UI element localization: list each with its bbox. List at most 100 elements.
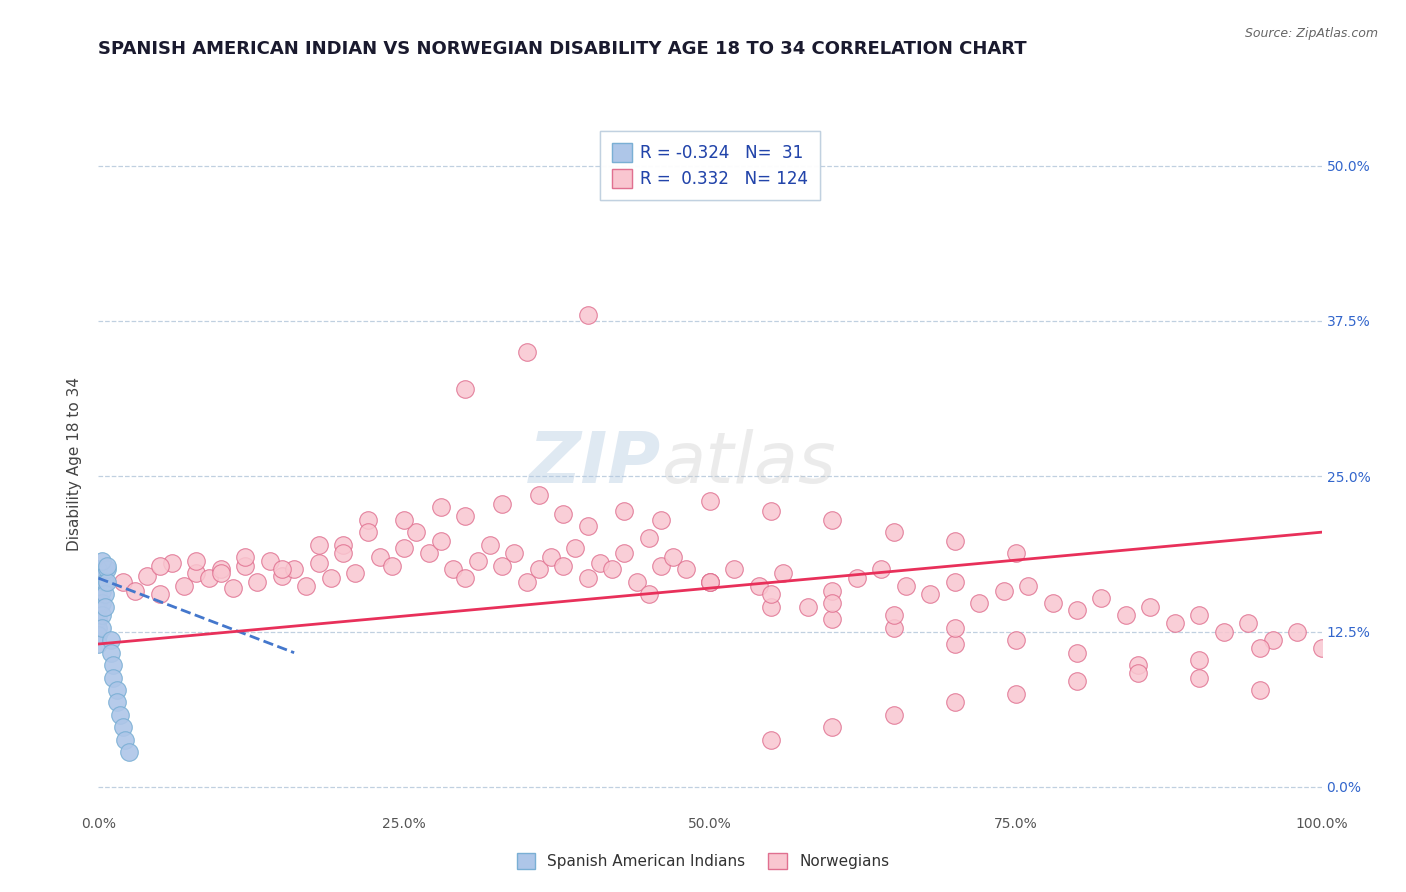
Point (491, 558, 513, 573)
Point (1017, 579, 1039, 593)
Point (197, 571, 219, 585)
Point (1066, 603, 1088, 617)
Point (418, 546, 440, 560)
Text: ZIP: ZIP (529, 429, 661, 499)
Legend: Spanish American Indians, Norwegians: Spanish American Indians, Norwegians (510, 847, 896, 875)
Point (821, 596, 844, 610)
Point (845, 571, 868, 585)
Point (87, 612, 110, 626)
Point (1188, 608, 1211, 623)
Point (101, 671, 124, 685)
Point (110, 707, 132, 722)
Point (883, 707, 905, 722)
Point (96, 558, 118, 573)
Point (160, 556, 183, 570)
Point (111, 574, 134, 589)
Point (478, 538, 501, 552)
Point (564, 541, 586, 556)
Point (308, 556, 330, 570)
Point (1090, 591, 1112, 605)
Point (91, 608, 114, 623)
Point (87, 596, 110, 610)
Point (638, 587, 661, 601)
Point (96, 562, 118, 576)
Point (1164, 615, 1187, 630)
Point (111, 720, 134, 734)
Point (356, 513, 378, 527)
Point (1249, 640, 1271, 655)
Point (626, 574, 648, 589)
Point (430, 500, 453, 515)
Point (93, 599, 115, 614)
Point (100, 633, 122, 648)
Point (270, 562, 294, 576)
Point (295, 579, 318, 593)
Point (87, 571, 110, 585)
Point (149, 558, 172, 573)
Point (821, 612, 844, 626)
Point (650, 558, 672, 573)
Point (392, 513, 416, 527)
Point (589, 556, 612, 570)
Point (246, 574, 269, 589)
Point (467, 554, 489, 568)
Point (883, 608, 905, 623)
Point (772, 566, 794, 581)
Point (821, 513, 844, 527)
Point (233, 558, 256, 573)
Point (613, 546, 636, 560)
Point (368, 549, 391, 564)
Point (441, 562, 464, 576)
Point (1066, 646, 1088, 660)
Point (1310, 640, 1333, 655)
Point (1237, 615, 1260, 630)
Point (124, 583, 146, 598)
Point (91, 554, 114, 568)
Point (821, 720, 844, 734)
Text: Source: ZipAtlas.com: Source: ZipAtlas.com (1244, 27, 1378, 40)
Point (105, 695, 128, 709)
Point (1066, 674, 1088, 689)
Point (491, 497, 513, 511)
Point (173, 579, 195, 593)
Point (503, 546, 526, 560)
Point (576, 571, 599, 585)
Point (613, 504, 636, 518)
Point (515, 574, 537, 589)
Point (699, 574, 721, 589)
Point (1128, 658, 1150, 673)
Point (1188, 653, 1211, 667)
Point (943, 637, 966, 651)
Point (233, 549, 256, 564)
Point (222, 581, 245, 595)
Point (308, 538, 330, 552)
Point (650, 513, 672, 527)
Point (93, 574, 115, 589)
Point (149, 587, 172, 601)
Text: atlas: atlas (661, 429, 835, 499)
Point (344, 566, 367, 581)
Point (699, 574, 721, 589)
Point (454, 382, 477, 396)
Point (1004, 633, 1026, 648)
Point (91, 583, 114, 598)
Point (454, 571, 477, 585)
Point (1286, 624, 1309, 639)
Point (87, 603, 110, 617)
Point (392, 541, 416, 556)
Point (96, 574, 118, 589)
Point (797, 599, 820, 614)
Text: SPANISH AMERICAN INDIAN VS NORWEGIAN DISABILITY AGE 18 TO 34 CORRELATION CHART: SPANISH AMERICAN INDIAN VS NORWEGIAN DIS… (98, 40, 1026, 58)
Point (967, 596, 990, 610)
Point (943, 621, 966, 635)
Point (87, 579, 110, 593)
Point (332, 538, 354, 552)
Point (87, 562, 110, 576)
Point (527, 562, 550, 576)
Point (943, 695, 966, 709)
Point (600, 562, 623, 576)
Point (283, 562, 305, 576)
Point (675, 562, 697, 576)
Point (761, 599, 783, 614)
Point (920, 587, 942, 601)
